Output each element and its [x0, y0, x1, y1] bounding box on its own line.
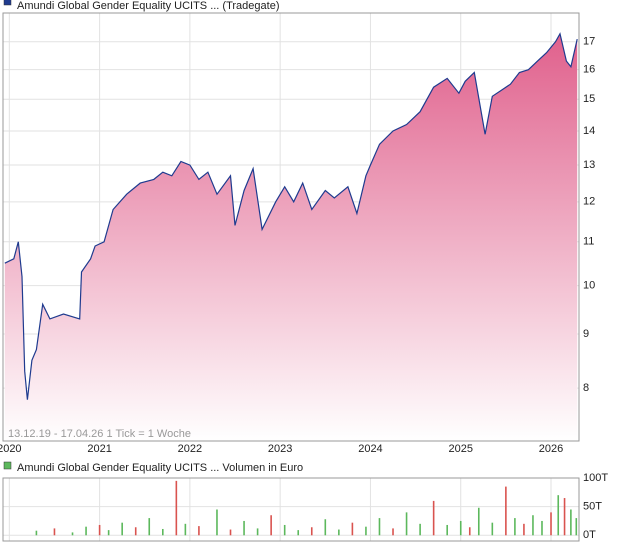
x-tick-label: 2022 — [178, 443, 202, 455]
y-tick-label: 16 — [583, 64, 595, 76]
bar — [53, 528, 56, 536]
bar — [270, 515, 272, 536]
y-tick-label: 100T — [583, 472, 608, 484]
bar — [491, 522, 494, 536]
bar — [365, 526, 367, 536]
bar — [175, 480, 178, 536]
bar — [107, 530, 110, 536]
bar — [468, 527, 471, 536]
y-tick-label: 15 — [583, 93, 595, 105]
bar — [575, 518, 578, 536]
area — [4, 33, 578, 442]
bar — [419, 523, 421, 536]
bar — [477, 507, 480, 536]
bar — [550, 512, 552, 536]
bar — [121, 522, 123, 536]
bar — [570, 509, 572, 536]
bar — [229, 529, 232, 536]
legend-swatch — [3, 461, 12, 470]
bar — [243, 520, 245, 536]
bar — [432, 500, 435, 536]
x-tick-label: 2021 — [87, 443, 111, 455]
legend-swatch — [3, 0, 12, 6]
bar — [35, 530, 38, 536]
bar — [514, 518, 516, 536]
bar — [405, 512, 408, 536]
bar — [351, 522, 354, 536]
y-tick-label: 14 — [583, 125, 595, 137]
bar — [161, 528, 164, 536]
y-tick-label: 50T — [583, 501, 602, 513]
bar — [541, 520, 543, 536]
bar — [557, 495, 560, 536]
chart-title: Amundi Global Gender Equality UCITS ... … — [17, 0, 280, 12]
bar — [297, 530, 300, 536]
y-tick-label: 10 — [583, 279, 595, 291]
bar — [378, 518, 381, 536]
bar — [184, 523, 187, 536]
line — [4, 32, 578, 400]
y-tick-label: 17 — [583, 36, 595, 48]
plot-frame — [2, 477, 580, 542]
x-tick-label: 2026 — [539, 443, 563, 455]
bar — [324, 519, 327, 536]
bar — [98, 524, 101, 536]
bar — [310, 527, 313, 536]
chart-subtitle: 13.12.19 - 17.04.26 1 Tick = 1 Woche — [8, 428, 191, 440]
bar — [459, 520, 462, 536]
y-tick-label: 0T — [583, 529, 596, 541]
chart-title: Amundi Global Gender Equality UCITS ... … — [17, 462, 303, 474]
bar — [216, 509, 218, 536]
bar — [198, 526, 200, 536]
y-tick-label: 8 — [583, 382, 589, 394]
y-tick-label: 11 — [583, 236, 594, 248]
y-tick-label: 13 — [583, 159, 595, 171]
y-tick-label: 9 — [583, 328, 589, 340]
x-tick-label: 2024 — [358, 443, 382, 455]
x-tick-label: 2023 — [268, 443, 292, 455]
bar — [134, 527, 137, 536]
bar — [338, 529, 340, 536]
bar — [256, 528, 259, 536]
bar — [392, 528, 394, 536]
bar — [446, 524, 448, 536]
bar — [505, 486, 507, 536]
x-tick-label: 2020 — [0, 443, 22, 455]
bar — [71, 532, 74, 536]
y-tick-label: 12 — [583, 196, 595, 208]
bar — [283, 524, 286, 536]
bar — [148, 518, 151, 536]
bar — [532, 515, 534, 536]
bar — [523, 523, 525, 536]
bar — [85, 526, 87, 536]
x-tick-label: 2025 — [448, 443, 472, 455]
bar — [563, 498, 566, 536]
plot-frame — [2, 12, 580, 442]
